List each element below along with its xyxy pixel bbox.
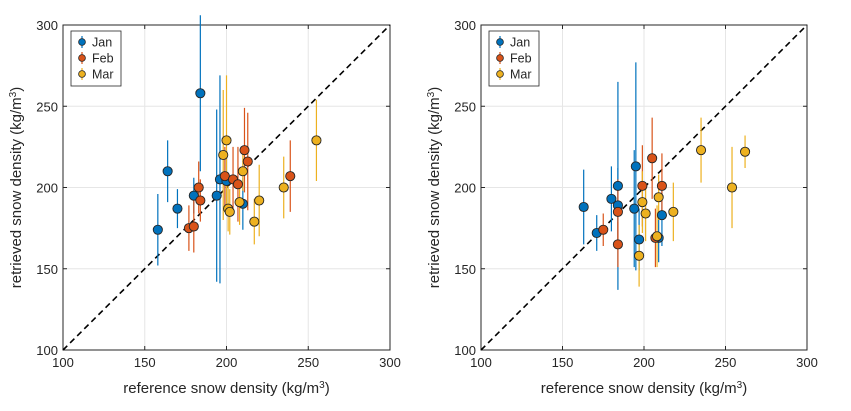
data-point-feb bbox=[285, 171, 296, 182]
data-point-mar bbox=[696, 145, 707, 156]
data-point-feb bbox=[612, 206, 623, 217]
data-point-feb bbox=[242, 156, 253, 167]
data-point-jan bbox=[172, 203, 183, 214]
chart-panel-1: 100 150 200 250 300 100 150 200 250 300 reference … bbox=[8, 15, 401, 397]
data-point-mar bbox=[237, 166, 248, 177]
data-point-mar bbox=[254, 195, 265, 206]
data-point-jan bbox=[629, 203, 640, 214]
data-point-mar bbox=[311, 135, 322, 146]
x-tick-label: 150 bbox=[552, 355, 574, 370]
data-point-jan bbox=[162, 166, 173, 177]
x-axis-label: reference snow density (kg/m3) bbox=[123, 380, 329, 398]
data-point-feb bbox=[598, 224, 609, 235]
data-point-jan bbox=[630, 161, 641, 172]
data-point-mar bbox=[224, 206, 235, 217]
data-point-jan bbox=[152, 224, 163, 235]
data-point-mar bbox=[249, 216, 260, 227]
y-tick-label: 200 bbox=[454, 181, 476, 196]
data-point-mar bbox=[234, 197, 245, 208]
x-tick-label: 100 bbox=[52, 355, 74, 370]
y-tick-label: 300 bbox=[36, 18, 58, 33]
chart-panel-2: 100 150 200 250 300 100 150 200 250 300 reference … bbox=[426, 18, 818, 397]
legend-marker-mar bbox=[78, 70, 86, 78]
legend-marker-mar bbox=[496, 70, 504, 78]
data-point-feb bbox=[656, 180, 667, 191]
x-tick-label: 300 bbox=[796, 355, 818, 370]
y-tick-label: 150 bbox=[36, 262, 58, 277]
data-point-mar bbox=[668, 206, 679, 217]
data-point-mar bbox=[637, 197, 648, 208]
y-tick-label: 100 bbox=[36, 343, 58, 358]
data-point-jan bbox=[195, 88, 206, 99]
legend-marker-jan bbox=[496, 38, 504, 46]
data-point-mar bbox=[740, 146, 751, 157]
x-axis-label: reference snow density (kg/m3) bbox=[541, 380, 747, 398]
data-point-mar bbox=[634, 250, 645, 261]
y-tick-label: 250 bbox=[36, 99, 58, 114]
x-tick-label: 250 bbox=[297, 355, 319, 370]
data-point-jan bbox=[634, 234, 645, 245]
y-tick-label: 150 bbox=[454, 262, 476, 277]
data-point-feb bbox=[612, 239, 623, 250]
legend-marker-feb bbox=[496, 54, 504, 62]
data-point-feb bbox=[637, 180, 648, 191]
data-point-jan bbox=[612, 180, 623, 191]
x-tick-label: 100 bbox=[470, 355, 492, 370]
data-point-mar bbox=[278, 182, 289, 193]
legend-label-feb: Feb bbox=[510, 52, 532, 66]
y-axis-label: retrieved snow density (kg/m3) bbox=[426, 87, 444, 288]
x-tick-label: 250 bbox=[715, 355, 737, 370]
legend-label-jan: Jan bbox=[92, 36, 112, 50]
data-point-feb bbox=[195, 195, 206, 206]
y-tick-label: 200 bbox=[36, 181, 58, 196]
data-point-feb bbox=[239, 145, 250, 156]
data-point-jan bbox=[211, 190, 222, 201]
data-point-jan bbox=[606, 193, 617, 204]
legend-label-feb: Feb bbox=[92, 52, 114, 66]
data-point-feb bbox=[647, 153, 658, 164]
legend-marker-feb bbox=[78, 54, 86, 62]
data-point-jan bbox=[578, 201, 589, 213]
legend-marker-jan bbox=[78, 38, 86, 46]
x-tick-label: 150 bbox=[134, 355, 156, 370]
data-point-mar bbox=[221, 135, 232, 146]
x-tick-label: 200 bbox=[216, 355, 238, 370]
y-tick-label: 250 bbox=[454, 99, 476, 114]
data-point-feb bbox=[193, 182, 204, 193]
legend-label-jan: Jan bbox=[510, 36, 530, 50]
data-point-jan bbox=[656, 210, 667, 221]
legend-label-mar: Mar bbox=[510, 68, 532, 82]
data-point-mar bbox=[726, 182, 738, 193]
data-point-feb bbox=[232, 179, 243, 190]
data-point-mar bbox=[653, 192, 664, 203]
data-point-mar bbox=[640, 208, 651, 219]
legend-label-mar: Mar bbox=[92, 68, 114, 82]
data-point-feb bbox=[188, 221, 199, 232]
x-tick-label: 300 bbox=[379, 355, 401, 370]
y-tick-label: 100 bbox=[454, 343, 476, 358]
y-tick-label: 300 bbox=[454, 18, 476, 33]
x-tick-label: 200 bbox=[633, 355, 655, 370]
y-axis-label: retrieved snow density (kg/m3) bbox=[8, 87, 26, 288]
data-point-mar bbox=[651, 231, 663, 242]
data-point-mar bbox=[218, 149, 229, 161]
